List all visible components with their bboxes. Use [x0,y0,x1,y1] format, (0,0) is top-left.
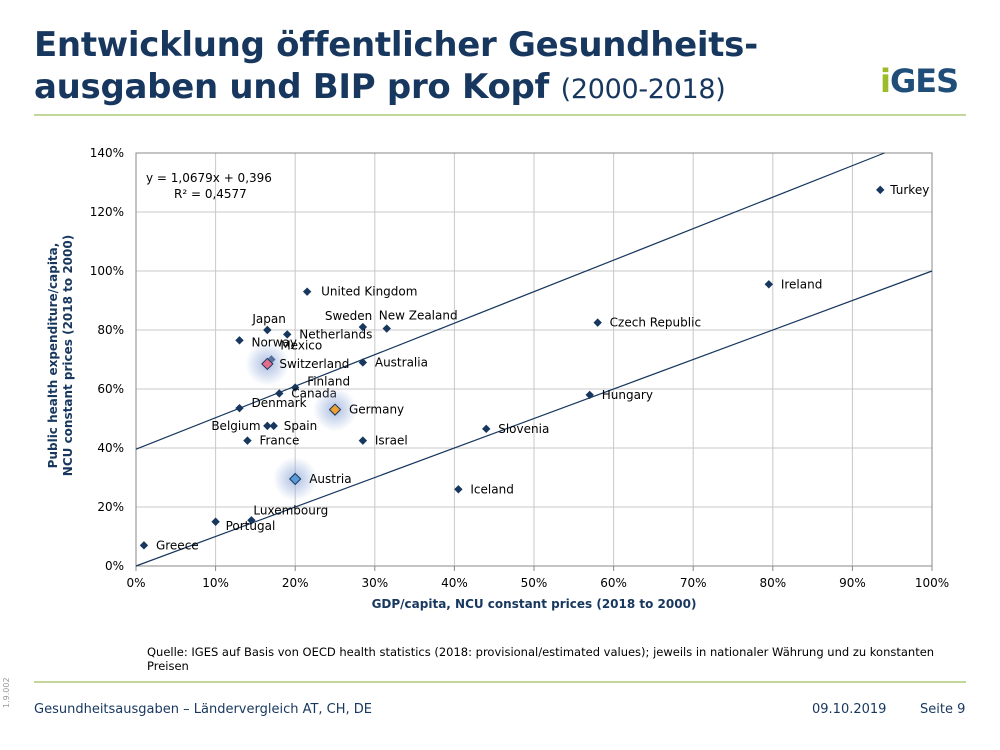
y-tick-label: 120% [90,205,124,219]
x-tick-label: 0% [126,576,145,590]
x-tick-label: 40% [441,576,468,590]
data-point-united-kingdom [302,287,312,296]
data-point-luxembourg [247,516,256,525]
data-label-austria: Austria [309,472,351,486]
trendline-equation: y = 1,0679x + 0,396 [146,171,272,185]
data-point-czech-republic [593,318,602,327]
data-point-ireland [764,280,774,289]
footer-date: 09.10.2019 [812,702,887,717]
y-tick-label: 60% [97,382,124,396]
data-label-belgium: Belgium [211,419,260,433]
plot-area [135,152,933,567]
scatter-chart: 0% 20% 40% 60% 80% 100% 120% 140% 0% 10% 20% 30% 40%… [46,146,949,611]
data-label-germany: Germany [349,403,404,417]
data-point-netherlands [283,330,292,339]
data-label-france: France [259,434,299,448]
data-label-new-zealand: New Zealand [379,309,458,323]
title-line-1: Entwicklung öffentlicher Gesundheits- [34,25,758,65]
data-point-france [243,436,252,445]
footer-page-number: Seite 9 [920,702,966,717]
data-point-austria [288,472,302,486]
data-point-japan [263,325,272,335]
side-code: 1.9.002 [2,677,11,708]
x-axis-title: GDP/capita, NCU constant prices (2018 to… [372,597,697,611]
y-axis-title-group: Public health expenditure/capita, NCU con… [46,235,75,476]
data-label-sweden: Sweden [325,309,372,323]
data-label-japan: Japan [251,312,285,326]
data-label-mexico: Mexico [280,339,322,353]
data-point-switzerland [261,357,274,371]
data-point-new-zealand [382,324,391,333]
x-tick-label: 20% [282,576,309,590]
data-point-australia [358,358,368,367]
y-axis-title-line-2: NCU constant prices (2018 to 2000) [61,235,75,476]
data-label-hungary: Hungary [602,388,653,402]
data-point-canada [275,389,284,398]
data-label-denmark: Denmark [251,396,306,410]
footer-title: Gesundheitsausgaben – Ländervergleich AT… [34,702,373,717]
data-label-finland: Finland [307,375,350,389]
header-divider [34,114,966,116]
source-note: Quelle: IGES auf Basis von OECD health s… [147,645,935,673]
x-tick-label: 60% [600,576,627,590]
data-point-slovenia [482,424,491,434]
data-label-greece: Greece [156,538,199,552]
y-tick-label: 40% [97,441,124,455]
data-label-ireland: Ireland [781,277,823,291]
page-title: Entwicklung öffentlicher Gesundheits- au… [34,24,854,111]
data-point-israel [358,436,368,445]
y-tick-label: 140% [90,146,124,160]
trend-line [135,152,885,450]
data-label-slovenia: Slovenia [498,422,549,436]
title-line-2: ausgaben und BIP pro Kopf [34,67,550,107]
data-point-hungary [585,390,594,400]
y-tick-label: 80% [97,323,124,337]
x-tick-label: 50% [521,576,548,590]
data-label-switzerland: Switzerland [279,357,349,371]
logo-text: GES [889,62,959,100]
x-tick-label: 30% [361,576,388,590]
trendline-r-squared: R² = 0,4577 [174,187,247,201]
logo-accent: i [880,62,891,100]
y-tick-label: 20% [97,500,124,514]
trend-line [135,270,933,567]
data-point-denmark [235,403,244,413]
data-point-spain [269,421,278,431]
data-point-belgium [263,421,272,431]
data-label-portugal: Portugal [226,519,276,533]
data-point-iceland [454,485,463,494]
data-point-greece [139,541,149,550]
data-point-germany [328,403,342,416]
x-tick-label: 100% [915,576,949,590]
data-label-spain: Spain [284,419,318,433]
data-label-united-kingdom: United Kingdom [321,285,417,299]
data-point-turkey [876,185,885,195]
data-label-israel: Israel [375,434,408,448]
data-label-iceland: Iceland [470,482,513,496]
x-tick-label: 70% [680,576,707,590]
footer-divider [34,681,966,683]
data-point-norway [235,336,244,345]
title-years: (2000-2018) [560,74,726,105]
data-label-turkey: Turkey [889,183,929,197]
data-label-luxembourg: Luxembourg [253,503,328,517]
y-tick-label: 0% [105,559,124,573]
data-label-czech-republic: Czech Republic [610,316,701,330]
data-point-finland [291,383,300,392]
data-point-portugal [211,517,220,526]
x-tick-label: 10% [202,576,229,590]
iges-logo: iGES [880,62,959,100]
y-axis-title-line-1: Public health expenditure/capita, [46,243,60,469]
y-tick-label: 100% [90,264,124,278]
x-tick-label: 90% [839,576,866,590]
x-tick-label: 80% [759,576,786,590]
data-point-sweden [358,322,368,332]
data-label-australia: Australia [375,355,428,369]
data-label-netherlands: Netherlands [299,327,372,341]
